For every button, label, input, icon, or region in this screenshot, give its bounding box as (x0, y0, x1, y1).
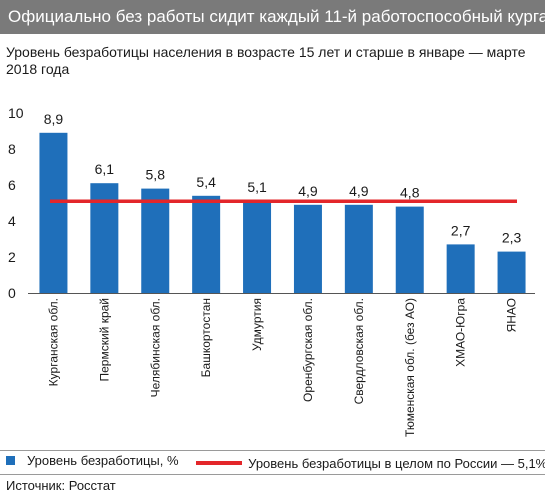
x-tick-label: Тюменская обл. (без АО) (403, 298, 417, 437)
y-tick-label: 2 (8, 249, 16, 265)
bar (39, 132, 68, 293)
data-label: 4,8 (400, 185, 420, 201)
data-label: 2,3 (502, 230, 522, 246)
x-tick-label: Пермский край (97, 298, 111, 382)
bar (141, 188, 170, 293)
source-note: Источник: Росстат (6, 478, 116, 493)
bar (395, 206, 424, 293)
x-tick-label: ХМАО-Югра (454, 298, 468, 367)
y-tick-label: 0 (8, 285, 16, 301)
bar (293, 204, 322, 293)
legend-divider (0, 450, 545, 451)
x-tick-label: Челябинская обл. (148, 298, 162, 397)
data-label: 5,4 (196, 174, 216, 190)
bar (446, 244, 475, 293)
legend-line-swatch (196, 461, 243, 465)
legend: Уровень безработицы, % Уровень безработи… (6, 453, 545, 471)
data-label: 4,9 (349, 183, 369, 199)
x-tick-label: ЯНАО (505, 298, 519, 332)
data-label: 5,8 (146, 167, 166, 183)
legend-label-bars: Уровень безработицы, % (27, 453, 179, 468)
x-tick-label: Удмуртия (250, 298, 264, 351)
data-label: 6,1 (95, 161, 115, 177)
legend-item-bars: Уровень безработицы, % (6, 453, 179, 468)
legend-label-line: Уровень безработицы в целом по России — … (248, 455, 545, 471)
x-tick-label: Оренбургская обл. (301, 298, 315, 402)
x-tick-label: Свердловская обл. (352, 298, 366, 404)
chart-headline: Официально без работы сидит каждый 11-й … (8, 7, 545, 26)
y-tick-label: 10 (8, 105, 24, 121)
y-tick-label: 8 (8, 141, 16, 157)
chart-header: Официально без работы сидит каждый 11-й … (0, 0, 545, 34)
source-divider (0, 474, 545, 475)
chart-title: Уровень безработицы населения в возрасте… (6, 44, 526, 77)
data-label: 5,1 (247, 179, 267, 195)
x-tick-label: Башкортостан (199, 298, 213, 377)
bar (344, 204, 373, 293)
legend-bar-swatch (6, 456, 15, 465)
y-tick-label: 6 (8, 177, 16, 193)
bar (497, 251, 526, 293)
y-tick-label: 4 (8, 213, 16, 229)
x-tick-label: Курганская обл. (46, 298, 60, 386)
bar (243, 201, 272, 293)
data-label: 2,7 (451, 222, 471, 238)
bar (192, 195, 221, 293)
legend-item-line: Уровень безработицы в целом по России — … (196, 456, 545, 471)
data-label: 4,9 (298, 183, 318, 199)
data-label: 8,9 (44, 111, 64, 127)
